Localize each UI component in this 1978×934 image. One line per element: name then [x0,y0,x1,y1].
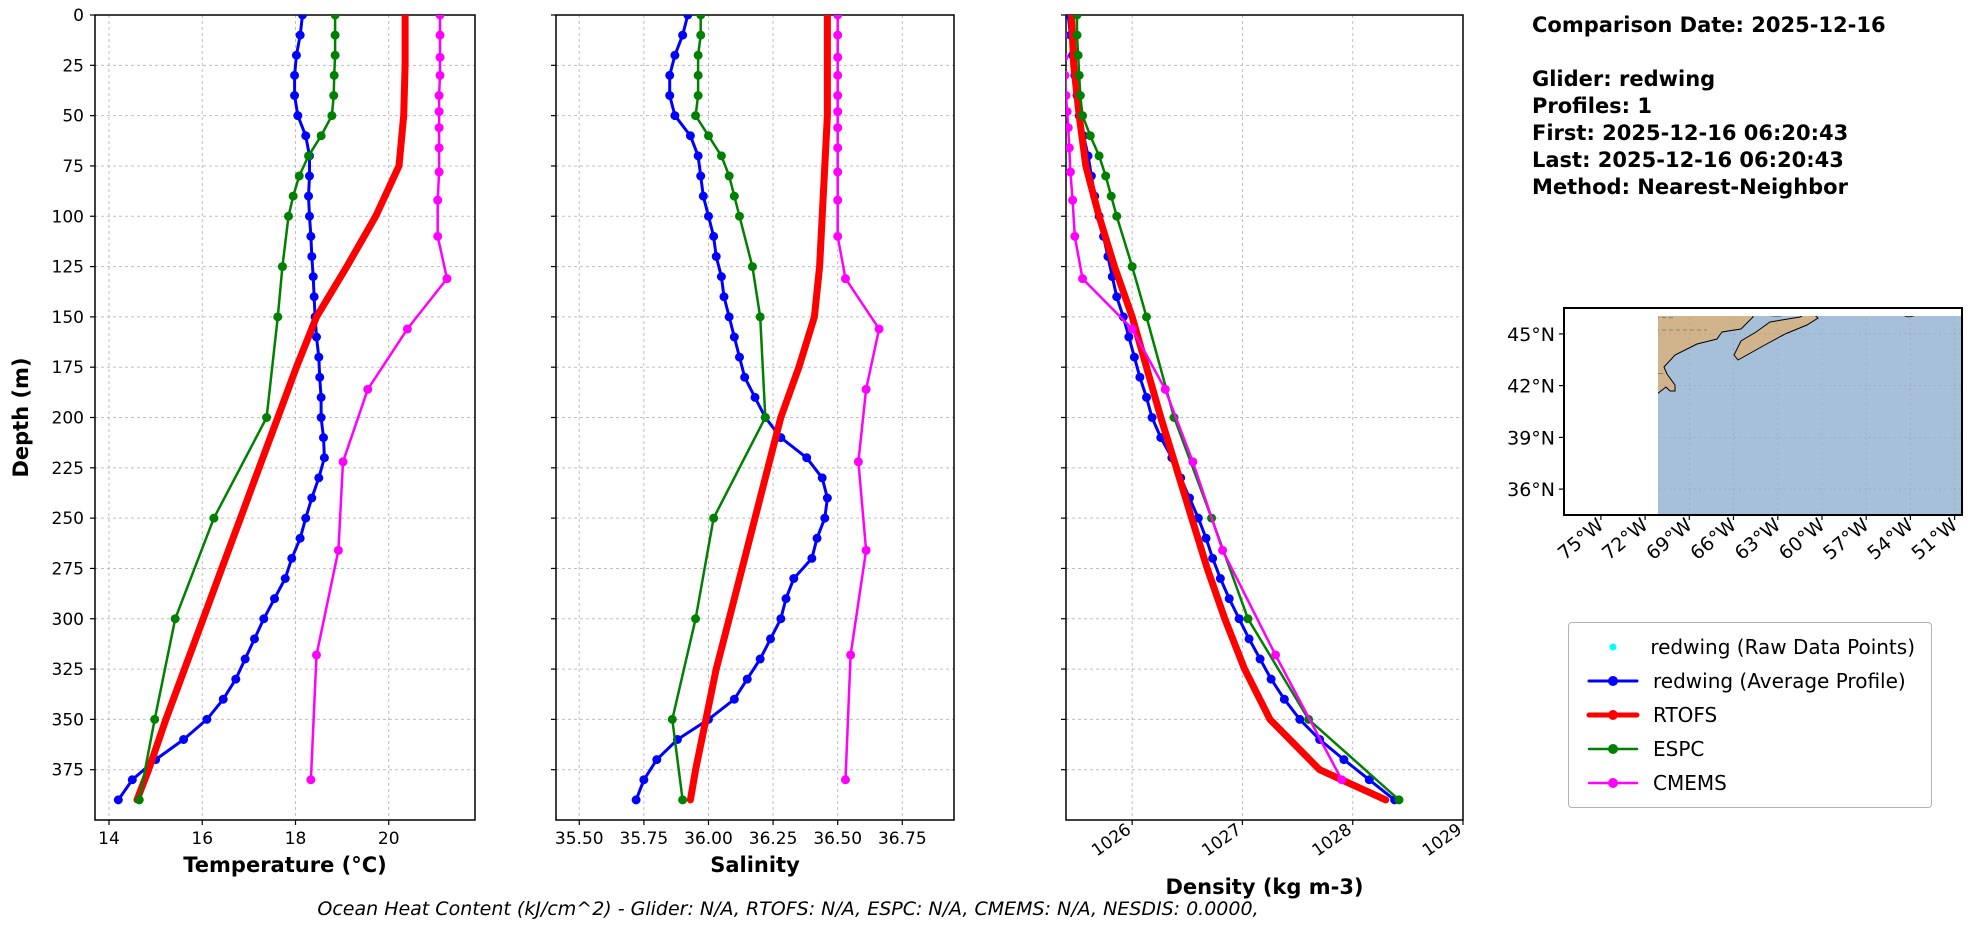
info-spacer [1532,39,1886,66]
legend-marker-redwing [1609,643,1617,651]
map-lon-label: 72°W [1598,514,1652,565]
legend-item: ESPC [1585,737,1915,761]
depth-tick-label: 125 [52,258,84,278]
comparison-info-block: Comparison Date: 2025-12-16 Glider: redw… [1532,12,1886,201]
series-redwing-average-profile- [1066,15,1400,805]
x-tick-label: 36.50 [813,829,862,849]
series-espc [1072,15,1404,805]
series-redwing-average-profile- [631,15,832,805]
legend-item: CMEMS [1585,771,1915,795]
method-text: Method: Nearest-Neighbor [1532,175,1848,199]
chart-1: 35.50 35.75 36.00 36.25 36.50 36.75 Salinity [551,14,955,877]
ohc-footer-text: Ocean Heat Content (kJ/cm^2) - Glider: N… [317,898,1259,920]
map-newfoundland [1903,316,1916,318]
legend-marker-rtofs [1586,710,1640,720]
x-tick-label: 18 [285,829,307,849]
glider-name-text: Glider: redwing [1532,67,1716,91]
series-espc [667,15,770,805]
profiles-count-text: Profiles: 1 [1532,94,1653,118]
map-pei [1769,316,1783,317]
series-rtofs [133,15,409,804]
map-lon-label: 75°W [1554,514,1608,565]
legend-label: CMEMS [1653,771,1727,795]
series-rtofs [1068,15,1390,804]
map-long-island [1616,398,1648,412]
depth-tick-label: 100 [52,207,84,227]
depth-tick-label: 225 [52,459,84,479]
legend-item: redwing (Average Profile) [1585,669,1915,693]
x-tick-label: 36.00 [684,829,733,849]
map-lon-label: 63°W [1731,514,1785,565]
legend-label: ESPC [1653,737,1705,761]
map-lon-label: 69°W [1642,514,1696,565]
x-tick-label: 35.75 [620,829,669,849]
depth-tick-label: 375 [52,761,84,781]
series-cmems [833,15,884,785]
legend-marker-cmems [1587,778,1639,788]
depth-tick-label: 275 [52,559,84,579]
x-tick-label: 35.50 [555,829,604,849]
depth-tick-label: 300 [52,610,84,630]
legend-marker-redwing [1587,676,1639,686]
series-redwing-average-profile- [113,15,329,805]
map-lon-label: 57°W [1819,514,1873,565]
legend-item: redwing (Raw Data Points) [1585,635,1915,659]
x-tick-label: 1028 [1309,820,1356,861]
map-st-lawrence [1576,308,1659,321]
first-profile-time-text: First: 2025-12-16 06:20:43 [1532,121,1849,145]
x-tick-label: 1027 [1198,820,1245,861]
x-tick-label: 14 [98,829,120,849]
map-nova-scotia [1733,316,1819,361]
last-profile-time-text: Last: 2025-12-16 06:20:43 [1532,148,1844,172]
map-lat-label: 39°N [1507,427,1555,449]
map-lon-label: 51°W [1907,514,1961,565]
x-tick-label: 20 [378,829,400,849]
depth-tick-label: 50 [62,107,84,127]
map-lat-label: 36°N [1507,479,1555,501]
x-tick-label: 36.25 [749,829,798,849]
depth-tick-label: 175 [52,358,84,378]
series-espc [134,15,340,805]
x-tick-label: 36.75 [878,829,927,849]
location-map: 45°N 42°N 39°N 36°N 75°W72°W69°W66°W63°W60°W… [1507,307,1963,565]
map-lon-label: 60°W [1775,514,1829,565]
chart-legend: redwing (Raw Data Points) redwing (Averag… [1568,622,1932,808]
x-tick-label: 1029 [1419,820,1466,861]
x-axis-title: Salinity [710,853,800,877]
series-redwing-raw-data-points- [633,15,830,803]
chart-0: 14 16 18 2002550751001251501752002252502753… [9,6,476,877]
x-axis-title: Density (kg m-3) [1165,875,1363,899]
series-redwing-raw-data-points- [1066,15,1398,803]
map-lat-label: 45°N [1507,324,1555,346]
x-tick-label: 16 [191,829,213,849]
map-lon-label: 54°W [1863,514,1917,565]
chart-2: 1026 1027 1028 1029 Density (kg m-3) [1061,14,1466,899]
legend-item: RTOFS [1585,703,1915,727]
depth-tick-label: 200 [52,409,84,429]
depth-tick-label: 250 [52,509,84,529]
depth-tick-label: 75 [62,157,84,177]
x-axis-title: Temperature (°C) [183,853,386,877]
series-rtofs [686,15,831,804]
series-cmems [306,15,452,785]
map-lake-champlain [1625,334,1629,356]
map-lon-label: 66°W [1686,514,1740,565]
comparison-date-text: Comparison Date: 2025-12-16 [1532,13,1886,37]
map-mainland [1658,316,1754,394]
depth-tick-label: 0 [73,6,84,26]
depth-tick-label: 350 [52,710,84,730]
map-lat-label: 42°N [1507,376,1555,398]
series-cmems [1066,15,1347,785]
x-tick-label: 1026 [1088,820,1135,861]
depth-tick-label: 150 [52,308,84,328]
legend-label: redwing (Raw Data Points) [1650,635,1915,659]
legend-marker-espc [1587,744,1639,754]
depth-tick-label: 25 [62,56,84,76]
depth-tick-label: 325 [52,660,84,680]
legend-label: redwing (Average Profile) [1653,669,1906,693]
y-axis-title: Depth (m) [9,357,33,477]
legend-label: RTOFS [1653,703,1718,727]
